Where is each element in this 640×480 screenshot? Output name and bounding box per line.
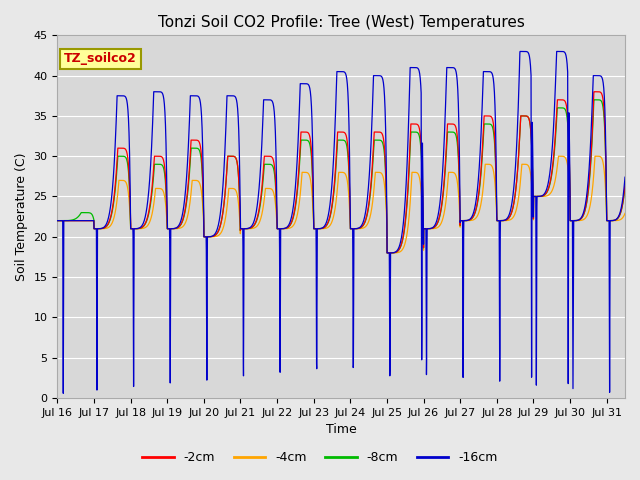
Legend: -2cm, -4cm, -8cm, -16cm: -2cm, -4cm, -8cm, -16cm [138, 446, 502, 469]
Text: TZ_soilco2: TZ_soilco2 [64, 52, 137, 65]
Y-axis label: Soil Temperature (C): Soil Temperature (C) [15, 152, 28, 281]
X-axis label: Time: Time [326, 423, 356, 436]
Title: Tonzi Soil CO2 Profile: Tree (West) Temperatures: Tonzi Soil CO2 Profile: Tree (West) Temp… [158, 15, 525, 30]
